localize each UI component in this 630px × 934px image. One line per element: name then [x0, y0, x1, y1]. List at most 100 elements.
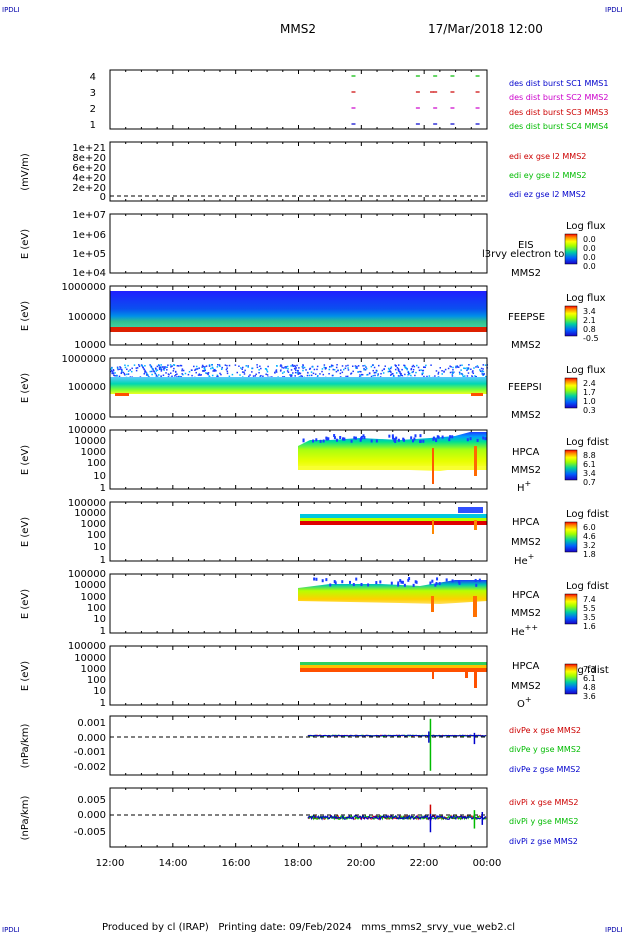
- feepsi-spacecraft: MMS2: [511, 410, 541, 421]
- feepsi-noise-pixel: [126, 373, 128, 376]
- divpe-legend-z: divPe z gse MMS2: [509, 765, 580, 774]
- feepsi-cbar-tick-2: 1.0: [583, 397, 596, 406]
- feepsi-noise-pixel: [395, 372, 398, 374]
- feepsi-noise-pixel: [404, 367, 407, 369]
- hpca-hepp-ytick-4: 10: [93, 614, 106, 625]
- hpca-hepp-instrument: HPCA: [512, 590, 540, 601]
- feepsi-noise-pixel: [439, 367, 441, 369]
- feepsi-noise-pixel: [248, 375, 250, 378]
- feepsi-noise-pixel: [182, 373, 184, 376]
- feepsi-noise-pixel: [283, 367, 285, 369]
- hpca-hepp-cbar-tick-0: 7.4: [583, 595, 596, 604]
- feepsi-noise-pixel: [377, 373, 379, 375]
- feepsi-noise-pixel: [156, 365, 159, 368]
- feepsi-noise-pixel: [175, 371, 177, 373]
- feepsi-noise-pixel: [471, 375, 473, 377]
- corner-mark-top-right: IPDLI: [605, 6, 623, 14]
- feepsi-noise-pixel: [372, 374, 375, 377]
- hpca-h-ytick-0: 100000: [68, 425, 106, 436]
- feepsi-noise-pixel: [294, 375, 296, 377]
- feepsi-noise-pixel: [199, 374, 201, 376]
- eis-ylabel: E (eV): [20, 229, 31, 259]
- edi-ytick-1: 8e+20: [72, 153, 106, 164]
- feepse-lowband: [110, 327, 487, 332]
- hpca-hepp-top-pixel: [349, 580, 352, 584]
- feepsi-noise-pixel: [479, 370, 482, 372]
- feepsi-noise-pixel: [384, 365, 386, 367]
- hpca-hepp-top-pixel: [458, 581, 461, 585]
- feepsi-noise-pixel: [243, 371, 245, 373]
- feepsi-noise-pixel: [417, 366, 420, 369]
- feepsi-noise-pixel: [205, 365, 208, 367]
- feepsi-noise-pixel: [455, 366, 457, 369]
- feepsi-noise-pixel: [371, 364, 374, 366]
- feepsi-noise-pixel: [165, 372, 167, 374]
- hpca-h-top-pixel: [319, 439, 322, 443]
- feepsi-noise-pixel: [330, 365, 333, 368]
- edi-ylabel: (mV/m): [20, 153, 31, 191]
- hpca-he-ytick-3: 100: [87, 530, 106, 541]
- hpca-hepp-top-pixel: [390, 581, 393, 585]
- eis-ytick-2: 1e+05: [72, 249, 106, 260]
- feepsi-noise-pixel: [330, 364, 333, 367]
- feepsi-noise-pixel: [176, 373, 178, 375]
- feepsi-noise-pixel: [397, 364, 400, 366]
- feepsi-noise-pixel: [387, 367, 390, 370]
- feepsi-noise-pixel: [110, 369, 113, 372]
- feepsi-noise-pixel: [424, 366, 426, 369]
- feepsi-noise-pixel: [144, 365, 146, 367]
- hpca-he-band-top: [300, 514, 487, 518]
- hpca-h-spike-2: [474, 446, 477, 476]
- feepsi-noise-pixel: [208, 365, 211, 367]
- hpca-o-spacecraft: MMS2: [511, 681, 541, 692]
- feepsi-noise-pixel: [314, 373, 317, 375]
- hpca-he-colorbar: [564, 521, 578, 553]
- hpca-hepp-top-pixel: [315, 577, 318, 581]
- feepsi-noise-pixel: [281, 366, 283, 369]
- feepsi-noise-pixel: [390, 371, 392, 373]
- feepsi-noise-pixel: [481, 370, 484, 372]
- feepsi-noise-pixel: [472, 370, 474, 372]
- feepsi-noise-pixel: [380, 372, 382, 375]
- hpca-hepp-top-pixel: [407, 578, 410, 582]
- feepsi-noise-pixel: [421, 369, 424, 372]
- edi-ytick-5: 0: [100, 192, 106, 203]
- feepsi-noise-pixel: [425, 364, 427, 367]
- feepsi-noise-pixel: [443, 371, 445, 373]
- feepsi-noise-pixel: [397, 375, 400, 377]
- feepsi-noise-pixel: [430, 364, 432, 366]
- feepsi-noise-pixel: [322, 373, 325, 376]
- feepsi-noise-pixel: [375, 369, 378, 372]
- feepsi-noise-pixel: [259, 376, 262, 378]
- feepsi-noise-pixel: [382, 372, 385, 374]
- eis-ytick-1: 1e+06: [72, 230, 106, 241]
- feepsi-noise-pixel: [305, 369, 307, 371]
- hpca-hepp-top-pixel: [355, 577, 358, 581]
- hpca-hepp-top-pixel: [457, 580, 460, 584]
- hpca-h-top-pixel: [339, 435, 342, 439]
- feepsi-noise-pixel: [383, 368, 386, 370]
- feepsi-noise-pixel: [468, 364, 470, 366]
- hpca-o-ytick-2: 1000: [81, 664, 106, 675]
- burst-ytick-4: 4: [90, 72, 96, 83]
- feepsi-cbar-tick-1: 1.7: [583, 388, 596, 397]
- feepsi-noise-pixel: [394, 368, 397, 371]
- feepsi-noise-pixel: [332, 368, 335, 371]
- feepsi-noise-pixel: [198, 373, 201, 375]
- feepsi-noise-pixel: [452, 372, 454, 374]
- feepsi-noise-pixel: [213, 370, 216, 372]
- feepsi-noise-pixel: [275, 371, 278, 373]
- hpca-h-top-pixel: [469, 437, 472, 441]
- feepsi-noise-pixel: [351, 365, 354, 368]
- feepsi-noise-pixel: [162, 366, 165, 368]
- feepsi-noise-pixel: [154, 372, 157, 375]
- hpca-h-top-pixel: [363, 436, 366, 440]
- hpca-hepp-top-pixel: [475, 583, 478, 587]
- feepsi-noise-pixel: [240, 367, 242, 369]
- feepsi-noise-pixel: [290, 374, 293, 377]
- panel-hpca-he: 100000 10000 1000 100 10 1 E (eV) HPCA M…: [20, 498, 609, 567]
- feepsi-noise-pixel: [226, 372, 229, 375]
- feepsi-noise-pixel: [169, 364, 172, 366]
- feepsi-noise-pixel: [255, 373, 257, 376]
- feepsi-noise-pixel: [170, 372, 172, 374]
